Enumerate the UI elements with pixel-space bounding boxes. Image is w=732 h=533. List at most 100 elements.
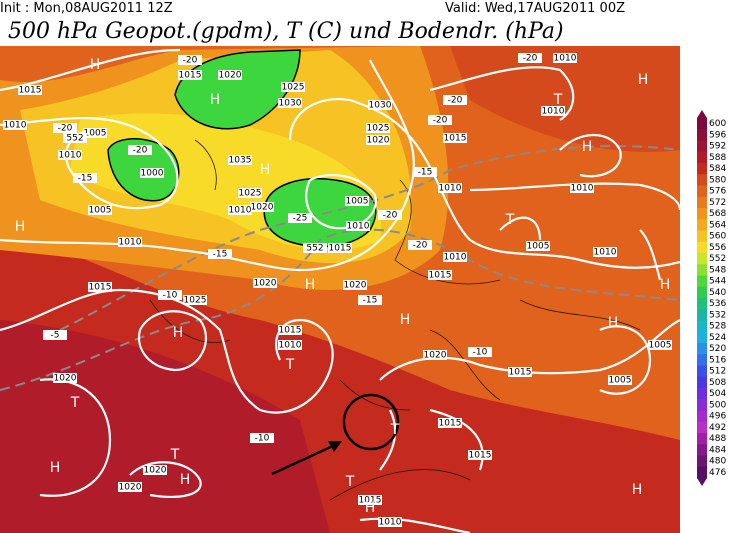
label-bg [303, 243, 327, 253]
label-bg [140, 168, 164, 178]
map-label: 1025 [239, 189, 262, 199]
map-label: -20 [58, 124, 73, 134]
map-label: 1000 [141, 169, 164, 179]
colorbar-label: 520 [709, 344, 726, 354]
label-bg [63, 133, 87, 143]
map-label: 1010 [554, 54, 577, 64]
label-bg [570, 183, 594, 193]
map-label: 1005 [84, 129, 107, 139]
map-label: H [638, 72, 649, 88]
colorbar-label: 592 [709, 142, 726, 152]
label-bg [343, 280, 367, 290]
map-label: 1015 [429, 271, 452, 281]
colorbar-swatch [697, 219, 707, 231]
colorbar-label: 548 [709, 265, 726, 275]
map-label: -15 [78, 174, 93, 184]
label-bg [88, 282, 112, 292]
label-bg [508, 367, 532, 377]
map-label: 1020 [424, 351, 447, 361]
map-label: T [505, 212, 515, 228]
colorbar-swatch [697, 410, 707, 423]
map-label: H [173, 325, 184, 341]
colorbar-swatch [697, 433, 707, 445]
map-label: H [210, 92, 221, 108]
map-title: 500 hPa Geopot.(gpdm), T (C) und Bodendr… [8, 19, 564, 44]
label-bg [43, 330, 67, 340]
isobar [288, 97, 680, 269]
label-bg [58, 150, 82, 160]
colorbar-swatch [697, 140, 707, 153]
map-label: T [345, 474, 355, 490]
colorbar-cap [697, 478, 707, 486]
colorbar-label: 536 [709, 299, 726, 309]
colorbar-swatch [697, 343, 707, 355]
colorbar-swatch [697, 253, 707, 265]
label-bg [378, 210, 402, 220]
label-bg [438, 183, 462, 193]
map-label: -25 [293, 214, 308, 224]
colorbar-swatch [697, 118, 707, 130]
label-bg [183, 295, 207, 305]
map-label: 1010 [59, 151, 82, 161]
isobar [39, 378, 202, 498]
map-label: H [632, 482, 643, 498]
map-label: 1020 [119, 483, 142, 493]
colorbar-swatch [697, 208, 707, 220]
map-label: H [305, 277, 316, 293]
isobar [559, 134, 652, 395]
map-label: 1020 [144, 466, 167, 476]
colorbar-swatch [697, 399, 707, 411]
map-label: 1010 [444, 253, 467, 263]
label-bg [278, 340, 302, 350]
label-bg [345, 196, 369, 206]
colorbar-label: 524 [709, 333, 726, 343]
colorbar-label: 560 [709, 232, 726, 242]
map-label: 1015 [279, 326, 302, 336]
label-bg [118, 237, 142, 247]
map-label: 1020 [251, 203, 274, 213]
label-bg [278, 325, 302, 335]
map-label: 1015 [439, 419, 462, 429]
colorbar-label: 492 [709, 423, 726, 433]
label-bg [346, 221, 370, 231]
colorbar-swatch [697, 275, 707, 288]
map-label: 1025 [367, 124, 390, 134]
colorbar-label: 496 [709, 412, 726, 422]
label-bg [378, 517, 402, 527]
map-label: 1030 [279, 99, 302, 109]
hot-area [0, 320, 330, 533]
colorbar-label: 480 [709, 457, 726, 467]
map-label: -20 [433, 116, 448, 126]
colorbar-swatch [697, 309, 707, 321]
label-bg [250, 433, 274, 443]
label-bg [428, 270, 452, 280]
colorbar-label: 500 [709, 400, 726, 410]
isobar [137, 310, 208, 372]
label-bg [178, 70, 202, 80]
label-bg [423, 350, 447, 360]
map-label: -15 [363, 296, 378, 306]
map-label: H [660, 277, 671, 293]
map-label: 1010 [4, 121, 27, 131]
green-cell [263, 178, 377, 248]
colorbar-swatch [697, 421, 707, 434]
map-label: T [390, 422, 400, 438]
label-bg [358, 295, 382, 305]
label-bg [428, 115, 452, 125]
colorbar-label: 544 [709, 277, 726, 287]
colorbar-swatch [697, 466, 707, 479]
colorbar-label: 552 [709, 254, 726, 264]
colorbar-cap [697, 110, 707, 118]
label-bg [53, 123, 77, 133]
map-label: -20 [523, 54, 538, 64]
map-label: 1005 [346, 197, 369, 207]
label-bg [18, 85, 42, 95]
colorbar-label: 516 [709, 355, 726, 365]
label-bg [518, 53, 542, 63]
colorbar-swatch [697, 354, 707, 366]
label-bg [541, 106, 565, 116]
colorbar-swatch [697, 286, 707, 299]
label-bg [278, 98, 302, 108]
arrow [271, 443, 336, 476]
